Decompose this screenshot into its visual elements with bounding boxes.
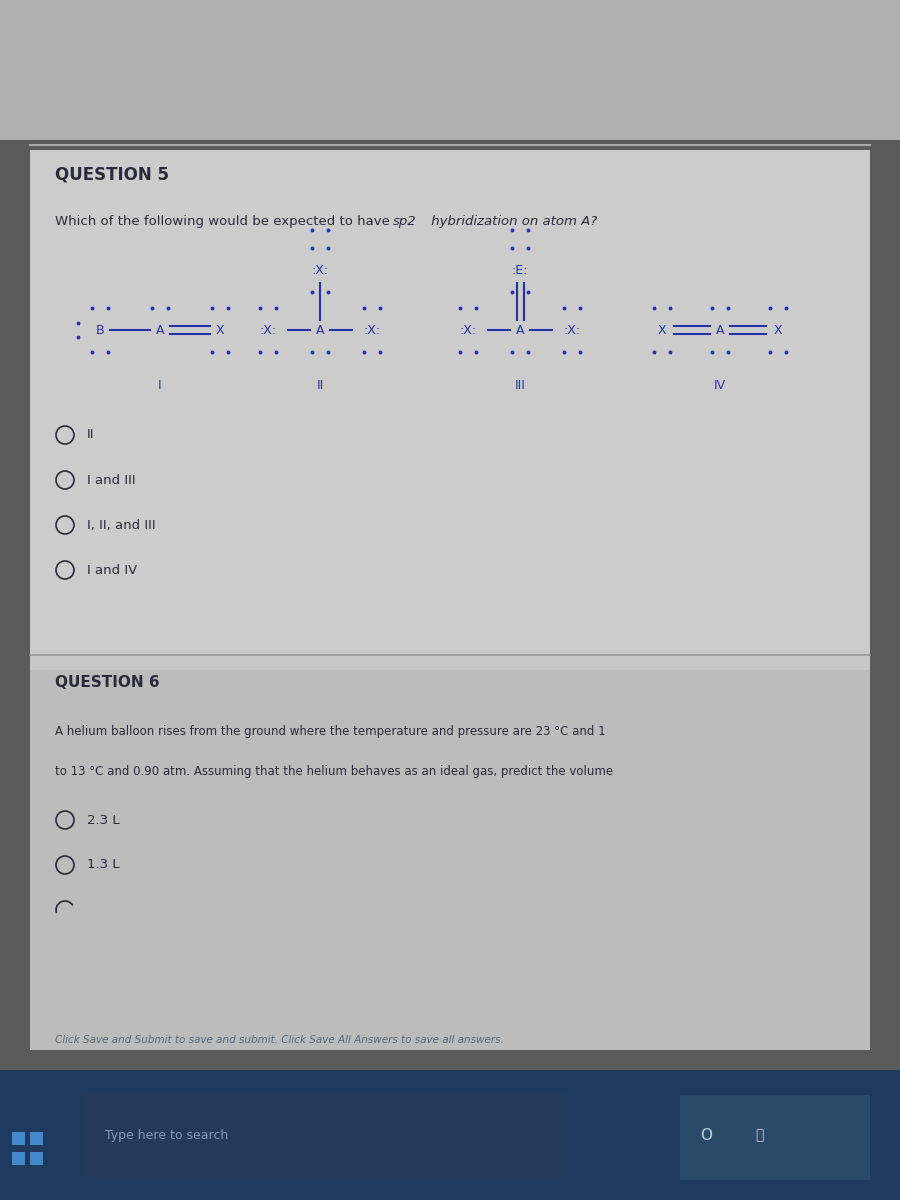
Text: O: O [700, 1128, 712, 1142]
FancyBboxPatch shape [0, 1070, 900, 1200]
Text: X: X [774, 324, 782, 336]
Text: 1.3 L: 1.3 L [87, 858, 120, 871]
Text: B: B [95, 324, 104, 336]
Text: X: X [658, 324, 666, 336]
FancyBboxPatch shape [0, 0, 900, 140]
Text: A: A [716, 324, 724, 336]
Text: A: A [516, 324, 524, 336]
FancyBboxPatch shape [83, 1093, 567, 1177]
FancyBboxPatch shape [680, 1094, 870, 1180]
Text: Which of the following would be expected to have: Which of the following would be expected… [55, 215, 394, 228]
Text: X: X [216, 324, 224, 336]
Text: :X:: :X: [364, 324, 381, 336]
Text: QUESTION 5: QUESTION 5 [55, 164, 169, 182]
Text: III: III [515, 378, 526, 391]
Text: A: A [316, 324, 324, 336]
FancyBboxPatch shape [12, 1132, 25, 1145]
Text: to 13 °C and 0.90 atm. Assuming that the helium behaves as an ideal gas, predict: to 13 °C and 0.90 atm. Assuming that the… [55, 766, 613, 778]
FancyBboxPatch shape [30, 670, 870, 1050]
Text: I: I [158, 378, 162, 391]
FancyBboxPatch shape [30, 150, 870, 650]
Text: 2.3 L: 2.3 L [87, 814, 120, 827]
Text: A helium balloon rises from the ground where the temperature and pressure are 23: A helium balloon rises from the ground w… [55, 725, 606, 738]
Text: :X:: :X: [563, 324, 580, 336]
Text: A: A [156, 324, 164, 336]
Text: :X:: :X: [459, 324, 477, 336]
Text: :X:: :X: [311, 264, 328, 276]
Text: 目: 目 [755, 1128, 763, 1142]
Text: hybridization on atom A?: hybridization on atom A? [427, 215, 598, 228]
FancyBboxPatch shape [30, 1132, 43, 1145]
Text: :X:: :X: [259, 324, 276, 336]
Text: :E:: :E: [512, 264, 528, 276]
Text: I and III: I and III [87, 474, 136, 486]
FancyBboxPatch shape [12, 1152, 25, 1165]
Text: Click Save and Submit to save and submit. Click Save All Answers to save all ans: Click Save and Submit to save and submit… [55, 1034, 504, 1045]
Text: IV: IV [714, 378, 726, 391]
Text: I, II, and III: I, II, and III [87, 518, 156, 532]
Text: II: II [317, 378, 324, 391]
Text: I and IV: I and IV [87, 564, 137, 576]
Text: II: II [87, 428, 94, 442]
Text: QUESTION 6: QUESTION 6 [55, 674, 159, 690]
Text: sp2: sp2 [393, 215, 417, 228]
Text: Type here to search: Type here to search [105, 1128, 229, 1141]
FancyBboxPatch shape [30, 150, 870, 1050]
FancyBboxPatch shape [30, 1152, 43, 1165]
